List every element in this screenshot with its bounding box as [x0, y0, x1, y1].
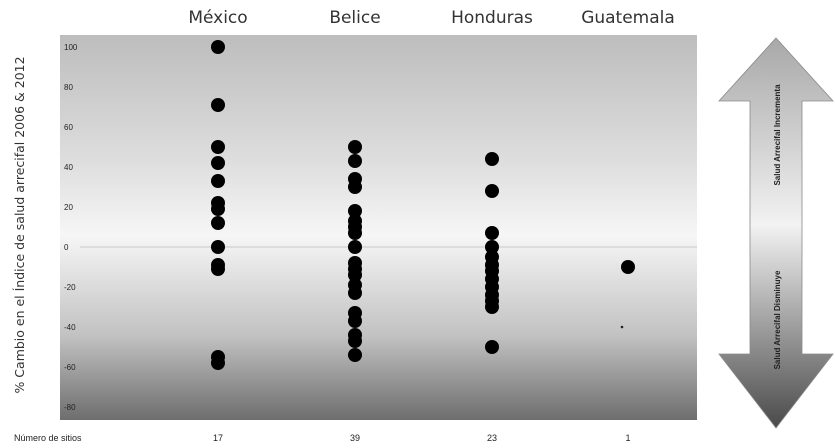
direction-arrow: Salud Arrecifal Incrementa Salud Arrecif… [718, 37, 834, 429]
stray-dot-marker [620, 325, 624, 329]
data-point [348, 286, 362, 300]
data-point [211, 156, 225, 170]
data-point [485, 300, 499, 314]
category-titles: México Belice Honduras Guatemala [188, 8, 674, 28]
data-point [348, 180, 362, 194]
arrow-label-decrease: Salud Arrecifal Disminuye [773, 270, 782, 369]
y-axis-label: % Cambio en el Índice de salud arrecifal… [12, 56, 27, 393]
site-count-label: Número de sitios [14, 433, 82, 443]
category-title: Guatemala [581, 8, 675, 28]
data-point [211, 262, 225, 276]
data-point [211, 202, 225, 216]
data-point [211, 356, 225, 370]
data-point [211, 216, 225, 230]
y-tick-label: -40 [64, 323, 76, 332]
category-title: Honduras [451, 8, 533, 28]
site-count-values: 17 39 23 1 [213, 433, 631, 443]
double-arrow-icon [718, 37, 834, 429]
data-point [485, 226, 499, 240]
site-count-value: 23 [487, 433, 497, 443]
data-point [485, 184, 499, 198]
data-point [211, 240, 225, 254]
y-tick-label: 80 [64, 83, 73, 92]
y-tick-label: 100 [64, 43, 78, 52]
y-tick-label: -20 [64, 283, 76, 292]
y-tick-label: 40 [64, 163, 73, 172]
data-markers [211, 40, 635, 370]
data-point [211, 40, 225, 54]
y-tick-label: 0 [64, 243, 69, 252]
site-count-value: 39 [350, 433, 360, 443]
data-point [211, 98, 225, 112]
site-count-value: 1 [625, 433, 630, 443]
data-point [485, 340, 499, 354]
plot-background [60, 35, 697, 420]
y-tick-labels: 100 80 60 40 20 0 -20 -40 -60 -80 [64, 43, 78, 412]
y-tick-label: -80 [64, 403, 76, 412]
data-point [348, 226, 362, 240]
data-point [348, 334, 362, 348]
site-count-value: 17 [213, 433, 223, 443]
category-title: Belice [329, 8, 380, 28]
data-point [348, 154, 362, 168]
y-tick-label: -60 [64, 363, 76, 372]
data-point [211, 140, 225, 154]
data-point [348, 348, 362, 362]
data-point [348, 240, 362, 254]
data-point [211, 174, 225, 188]
data-point [485, 240, 499, 254]
y-tick-label: 20 [64, 203, 73, 212]
category-title: México [188, 8, 247, 28]
data-point [348, 140, 362, 154]
data-point [348, 268, 362, 282]
arrow-label-increase: Salud Arrecifal Incrementa [773, 84, 782, 186]
data-point [485, 152, 499, 166]
data-point [348, 314, 362, 328]
y-tick-label: 60 [64, 123, 73, 132]
data-point [621, 260, 635, 274]
data-point [348, 204, 362, 218]
